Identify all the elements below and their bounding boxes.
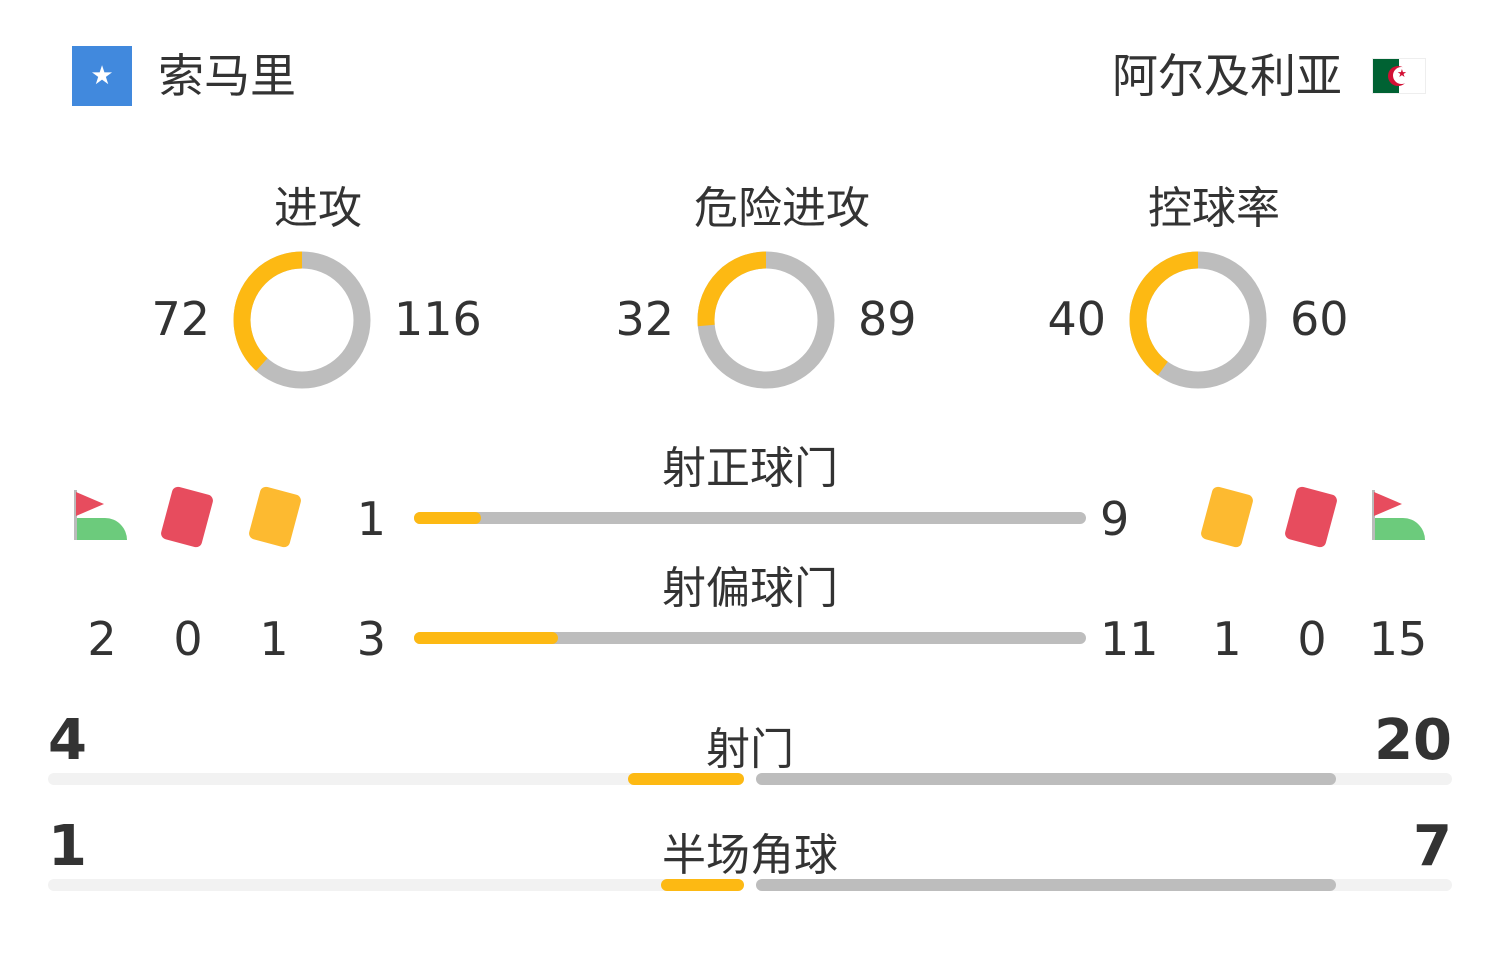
donut-title: 进攻 [274, 183, 362, 234]
somalia-flag: ★ [72, 46, 132, 106]
stat-home-value: 4 [48, 708, 87, 773]
home-bar-fill [628, 773, 744, 785]
donut-home-value: 72 [151, 292, 210, 346]
stat-label: 射门 [706, 724, 794, 775]
yellow-card-icon [1199, 485, 1255, 549]
algeria-flag: ★ [1372, 58, 1426, 94]
donut-chart [697, 251, 835, 389]
stat-away-value: 7 [1413, 814, 1452, 879]
stat-home-value: 1 [48, 814, 87, 879]
stat-home-value: 3 [356, 612, 386, 666]
event-count: 15 [1368, 612, 1428, 666]
corner-flag-icon [1372, 490, 1428, 542]
home-bar-track [48, 773, 744, 785]
home-team-name: 索马里 [158, 49, 296, 103]
stat-bar-track [414, 632, 1086, 644]
corner-flag-icon [74, 490, 130, 542]
donut-away-value: 89 [858, 292, 917, 346]
donut-chart [1129, 251, 1267, 389]
red-card-icon [1283, 485, 1339, 549]
away-bar-fill [756, 879, 1336, 891]
home-bar-track [48, 879, 744, 891]
home-bar-fill [661, 879, 744, 891]
donut-chart [233, 251, 371, 389]
stat-bar-track [414, 512, 1086, 524]
donut-home-arc [1129, 251, 1267, 389]
yellow-card-icon [247, 485, 303, 549]
event-count: 1 [1212, 612, 1242, 666]
stat-bar-home-fill [414, 512, 482, 524]
stat-away-value: 9 [1100, 492, 1130, 546]
donut-away-value: 60 [1290, 292, 1349, 346]
donut-home-arc [697, 251, 835, 389]
donut-home-arc [233, 251, 371, 389]
stat-bar-home-fill [414, 632, 558, 644]
event-count: 0 [173, 612, 203, 666]
stat-label: 半场角球 [662, 830, 838, 881]
stat-label: 射偏球门 [662, 563, 838, 614]
donut-title: 控球率 [1148, 183, 1280, 234]
stat-away-value: 11 [1100, 612, 1159, 666]
stat-label: 射正球门 [662, 443, 838, 494]
red-card-icon [159, 485, 215, 549]
donut-title: 危险进攻 [694, 183, 870, 234]
away-team-name: 阿尔及利亚 [1112, 49, 1342, 103]
away-bar-fill [756, 773, 1336, 785]
stat-home-value: 1 [356, 492, 386, 546]
donut-away-value: 116 [394, 292, 482, 346]
event-count: 0 [1297, 612, 1327, 666]
event-count: 2 [87, 612, 117, 666]
donut-home-value: 40 [1047, 292, 1106, 346]
donut-home-value: 32 [615, 292, 674, 346]
stat-away-value: 20 [1374, 708, 1452, 773]
event-count: 1 [259, 612, 289, 666]
